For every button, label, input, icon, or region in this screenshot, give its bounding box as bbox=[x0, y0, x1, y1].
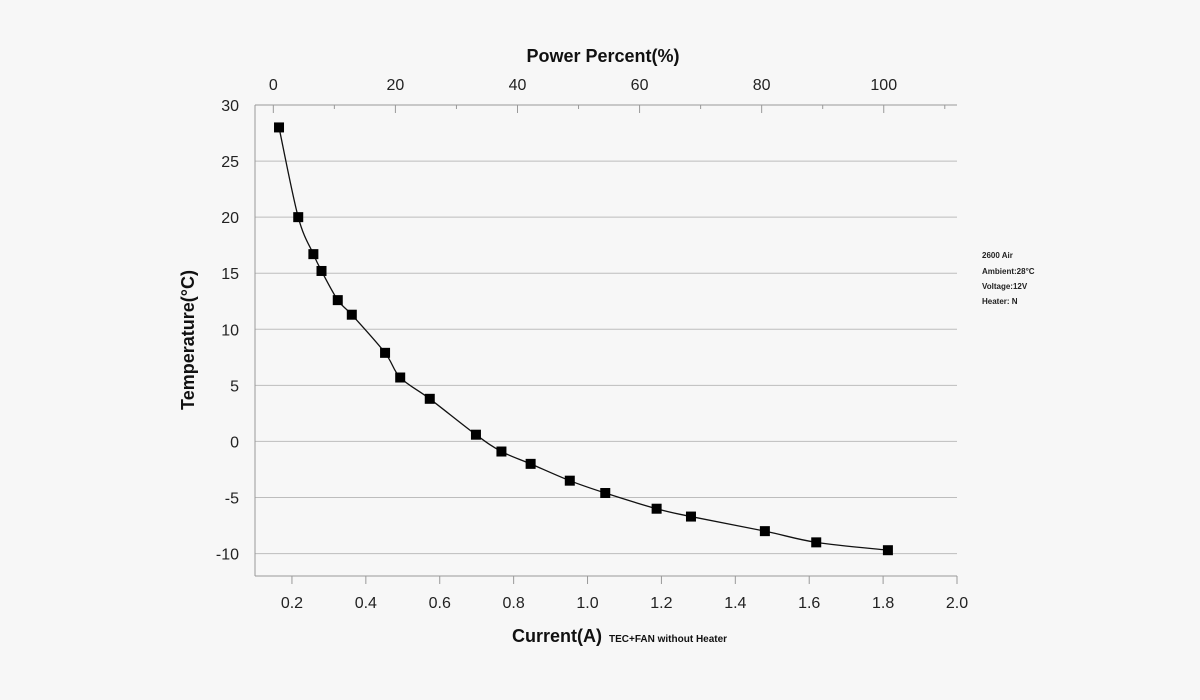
series-line bbox=[278, 127, 888, 551]
annotation: 2600 Air Ambient:28°C Voltage:12V Heater… bbox=[982, 251, 1035, 306]
x-tick-label: 1.6 bbox=[798, 595, 820, 612]
y-tick-label: -10 bbox=[216, 547, 239, 564]
y-tick-label: 30 bbox=[221, 98, 239, 115]
x2-tick-label: 20 bbox=[387, 77, 405, 94]
y-tick-label: 20 bbox=[221, 210, 239, 227]
x2-tick-label: 100 bbox=[870, 77, 897, 94]
x2-tick-label: 80 bbox=[753, 77, 771, 94]
data-point bbox=[395, 372, 406, 383]
x-tick-label: 0.6 bbox=[429, 595, 451, 612]
data-point bbox=[600, 488, 611, 499]
data-point bbox=[651, 503, 662, 514]
x-axis-note: TEC+FAN without Heater bbox=[609, 634, 727, 645]
data-point bbox=[685, 511, 696, 522]
data-point bbox=[293, 212, 304, 223]
x-tick-label: 1.0 bbox=[576, 595, 598, 612]
data-point bbox=[346, 309, 357, 320]
y-tick-label: 10 bbox=[221, 322, 239, 339]
data-point bbox=[316, 265, 327, 276]
data-point bbox=[380, 347, 391, 358]
annotation-line: 2600 Air bbox=[982, 251, 1013, 260]
x2-tick-label: 0 bbox=[269, 77, 278, 94]
y-tick-label: 15 bbox=[221, 266, 239, 283]
data-point bbox=[332, 295, 343, 306]
x-tick-label: 0.8 bbox=[503, 595, 525, 612]
annotation-line: Heater: N bbox=[982, 297, 1018, 306]
y-axis-title: Temperature(°C) bbox=[178, 270, 198, 410]
y-tick-label: 5 bbox=[230, 378, 239, 395]
data-point bbox=[882, 545, 893, 556]
x-tick-label: 2.0 bbox=[946, 595, 968, 612]
x-tick-label: 1.2 bbox=[650, 595, 672, 612]
annotation-line: Voltage:12V bbox=[982, 282, 1028, 291]
x2-axis-title: Power Percent(%) bbox=[526, 46, 679, 66]
data-point bbox=[308, 249, 319, 260]
x-tick-label: 1.8 bbox=[872, 595, 894, 612]
y-tick-label: 0 bbox=[230, 434, 239, 451]
y-tick-label: -5 bbox=[225, 491, 239, 508]
x2-tick-label: 60 bbox=[631, 77, 649, 94]
data-point bbox=[496, 446, 507, 457]
data-point bbox=[759, 526, 770, 537]
x2-tick-label: 40 bbox=[509, 77, 527, 94]
data-point bbox=[811, 537, 822, 548]
annotation-line: Ambient:28°C bbox=[982, 267, 1035, 276]
x-axis-title: Current(A) bbox=[512, 626, 602, 646]
y-tick-label: 25 bbox=[221, 154, 239, 171]
data-point bbox=[525, 458, 536, 469]
data-point bbox=[424, 393, 435, 404]
x-tick-label: 1.4 bbox=[724, 595, 746, 612]
x-tick-label: 0.4 bbox=[355, 595, 377, 612]
x-tick-label: 0.2 bbox=[281, 595, 303, 612]
data-point bbox=[470, 429, 481, 440]
data-point bbox=[564, 475, 575, 486]
data-point bbox=[274, 122, 285, 133]
